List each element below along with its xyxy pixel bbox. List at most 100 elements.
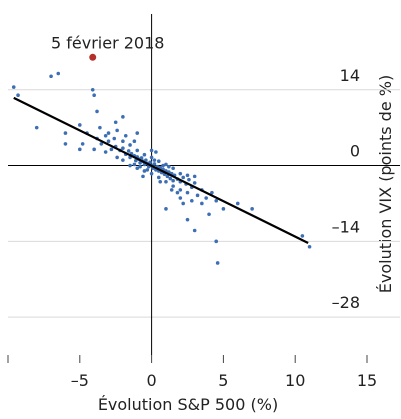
point	[215, 261, 220, 265]
point	[204, 196, 208, 200]
point	[145, 168, 150, 172]
y-tick-label: –28	[332, 293, 360, 312]
point	[103, 150, 108, 154]
point	[192, 228, 197, 233]
point	[161, 163, 165, 168]
point	[80, 142, 85, 146]
point	[185, 190, 190, 195]
point	[200, 201, 204, 206]
point	[98, 125, 102, 130]
point	[235, 201, 240, 206]
point	[181, 175, 185, 180]
point	[138, 161, 142, 165]
point	[49, 74, 53, 79]
point	[149, 171, 154, 176]
annotation-point	[89, 53, 97, 61]
point	[78, 147, 82, 152]
point	[115, 155, 119, 160]
point	[132, 162, 137, 167]
point	[78, 123, 82, 127]
point	[128, 163, 132, 168]
x-tick-label: 10	[285, 371, 305, 390]
point	[132, 139, 137, 143]
point	[152, 158, 157, 162]
point	[112, 136, 117, 141]
point	[154, 150, 158, 154]
point	[148, 160, 152, 165]
point	[113, 120, 118, 125]
point	[139, 156, 144, 160]
point	[171, 184, 175, 188]
point	[152, 162, 157, 166]
point	[165, 174, 170, 179]
point	[90, 87, 95, 92]
point	[168, 176, 173, 181]
point	[207, 212, 211, 217]
fit-line	[13, 96, 309, 244]
point	[190, 198, 194, 203]
point	[135, 131, 140, 135]
point	[156, 159, 161, 164]
point	[34, 125, 39, 130]
y-tick-label: 0	[350, 142, 360, 161]
point	[115, 128, 119, 133]
point	[156, 175, 161, 180]
point	[103, 133, 108, 138]
point	[178, 171, 183, 176]
point	[106, 139, 111, 143]
point	[149, 148, 154, 153]
x-tick-label: 15	[357, 371, 377, 390]
point	[164, 179, 168, 184]
point	[121, 139, 125, 143]
x-axis-label: Évolution S&P 500 (%)	[98, 395, 278, 414]
point	[192, 174, 197, 179]
point	[135, 148, 140, 153]
point	[178, 196, 183, 200]
point	[195, 193, 200, 198]
point	[171, 166, 175, 171]
point	[106, 131, 111, 135]
point	[192, 181, 197, 185]
point	[175, 190, 180, 195]
x-tick-label: 0	[147, 371, 157, 390]
y-tick-label: –14	[332, 217, 360, 236]
point	[178, 188, 183, 192]
y-axis-label: Évolution VIX (points de %)	[376, 75, 395, 293]
point	[144, 158, 148, 162]
point	[167, 164, 171, 169]
point	[250, 207, 254, 211]
point	[142, 152, 147, 157]
point	[121, 158, 125, 162]
point	[149, 155, 154, 160]
y-tick-label: 14	[340, 66, 360, 85]
point	[300, 234, 305, 238]
point	[187, 177, 191, 182]
point	[169, 188, 174, 192]
point	[164, 207, 168, 211]
point	[142, 169, 147, 173]
point	[128, 143, 132, 147]
point	[92, 93, 96, 97]
point	[135, 166, 140, 171]
point	[141, 174, 145, 179]
point	[214, 198, 219, 203]
point	[95, 109, 99, 114]
point	[134, 158, 138, 163]
point	[307, 244, 312, 249]
point	[221, 207, 226, 211]
point	[158, 179, 163, 184]
point	[109, 147, 114, 152]
point	[126, 149, 131, 153]
point	[185, 173, 190, 178]
point	[56, 71, 61, 76]
point	[138, 164, 142, 169]
point	[210, 190, 214, 195]
point	[121, 146, 125, 151]
point	[11, 85, 16, 89]
point	[63, 142, 68, 146]
point	[123, 133, 128, 138]
point	[214, 239, 219, 244]
point	[92, 147, 96, 152]
point	[16, 93, 20, 97]
